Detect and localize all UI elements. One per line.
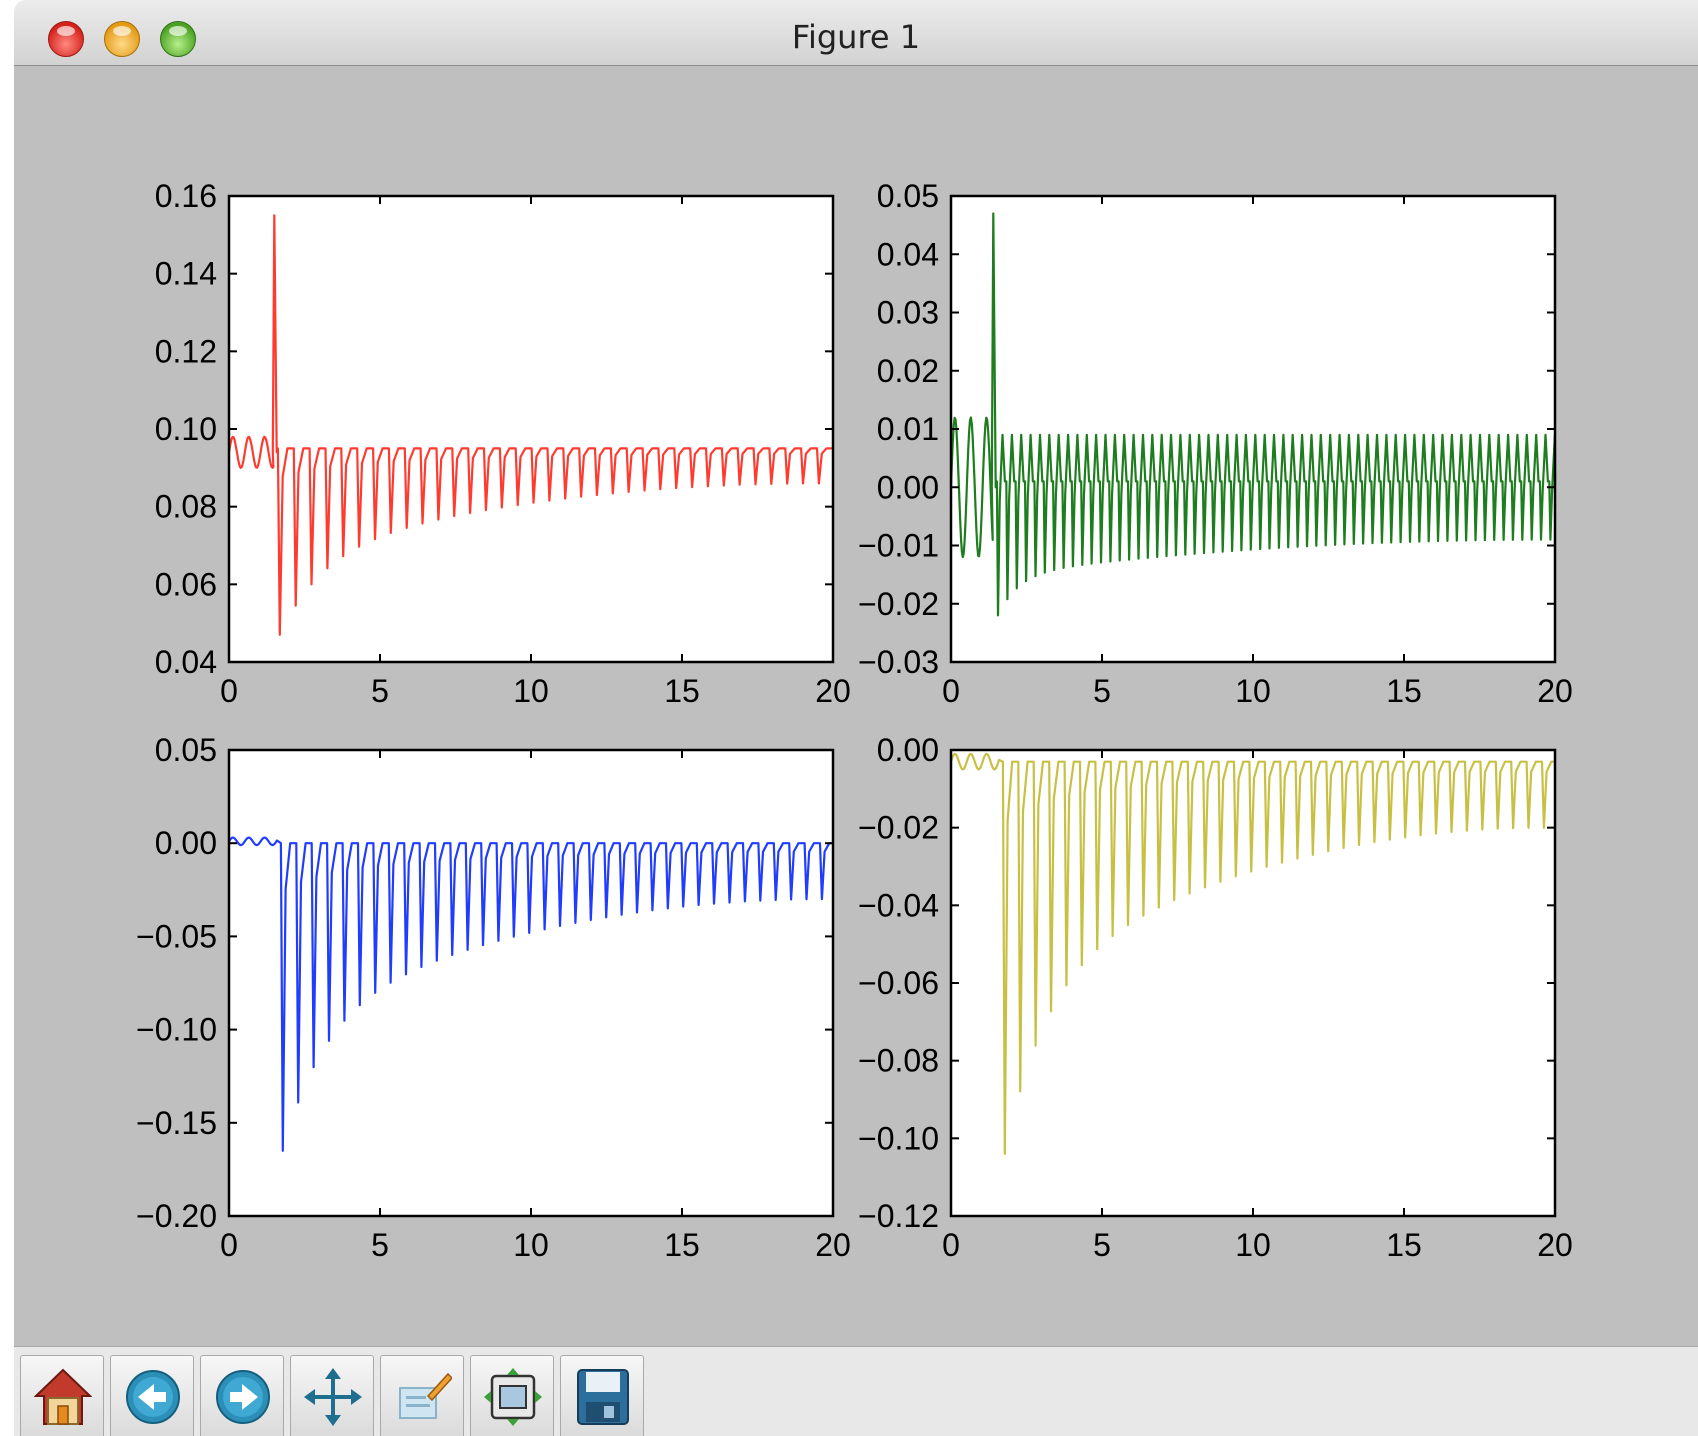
x-tick-label: 15 bbox=[1386, 1227, 1422, 1263]
x-tick-label: 20 bbox=[815, 1227, 851, 1263]
y-tick-label: 0.10 bbox=[155, 411, 217, 447]
back-arrow-icon bbox=[126, 1370, 180, 1424]
y-tick-label: 0.06 bbox=[155, 566, 217, 602]
subplot-2: 0 5 10 15 20 −0.03 −0.02 −0.01 0.00 0.01 0.02 0.03 0… bbox=[858, 178, 1573, 709]
x-tick-label: 10 bbox=[513, 673, 549, 709]
y-tick-label: 0.00 bbox=[155, 825, 217, 861]
configure-subplots-button[interactable] bbox=[470, 1355, 554, 1436]
y-tick-label: 0.04 bbox=[155, 644, 217, 680]
y-tick-label: −0.02 bbox=[858, 586, 939, 622]
home-button[interactable] bbox=[20, 1355, 104, 1436]
y-tick-label: −0.03 bbox=[858, 644, 939, 680]
y-tick-label: −0.12 bbox=[858, 1198, 939, 1234]
zoom-rect-button[interactable] bbox=[380, 1355, 464, 1436]
y-tick-label: −0.01 bbox=[858, 528, 939, 564]
subplot-1: 0 5 10 15 20 0.04 0.06 0.08 0.10 0.12 0.14 0.16 bbox=[155, 178, 851, 709]
y-tick-label: −0.02 bbox=[858, 810, 939, 846]
y-tick-label: 0.05 bbox=[155, 732, 217, 768]
x-tick-label: 0 bbox=[942, 1227, 960, 1263]
axes-background bbox=[229, 196, 833, 662]
x-tick-label: 15 bbox=[664, 673, 700, 709]
y-tick-label: −0.04 bbox=[858, 887, 939, 923]
subplot-3: 0 5 10 15 20 −0.20 −0.15 −0.10 −0.05 0.00 0.05 bbox=[136, 732, 851, 1263]
series-line bbox=[949, 212, 1557, 617]
x-tick-label: 20 bbox=[815, 673, 851, 709]
zoom-rect-icon bbox=[399, 1372, 452, 1419]
y-tick-label: −0.08 bbox=[858, 1043, 939, 1079]
x-tick-label: 0 bbox=[220, 1227, 238, 1263]
series-line bbox=[949, 752, 1555, 1155]
y-tick-label: −0.10 bbox=[136, 1012, 217, 1048]
figure-canvas[interactable]: 0 5 10 15 20 0.04 0.06 0.08 0.10 0.12 0.14 0.16 0 5 10… bbox=[14, 66, 1698, 1346]
move-arrows-icon bbox=[304, 1368, 362, 1426]
forward-button[interactable] bbox=[200, 1355, 284, 1436]
y-tick-label: 0.08 bbox=[155, 489, 217, 525]
back-button[interactable] bbox=[110, 1355, 194, 1436]
axes-background bbox=[229, 750, 833, 1216]
subplots-svg: 0 5 10 15 20 0.04 0.06 0.08 0.10 0.12 0.14 0.16 0 5 10… bbox=[136, 178, 1573, 1263]
floppy-disk-icon bbox=[577, 1369, 629, 1425]
x-tick-label: 15 bbox=[664, 1227, 700, 1263]
window-title: Figure 1 bbox=[791, 18, 921, 56]
x-tick-label: 15 bbox=[1386, 673, 1422, 709]
home-icon bbox=[34, 1368, 92, 1425]
series-line bbox=[228, 836, 833, 1152]
forward-arrow-icon bbox=[216, 1370, 270, 1424]
desktop-edge bbox=[0, 0, 14, 1436]
title-bar[interactable]: Figure 1 bbox=[14, 0, 1698, 66]
x-tick-label: 0 bbox=[220, 673, 238, 709]
y-tick-label: 0.04 bbox=[877, 236, 939, 272]
y-tick-label: 0.00 bbox=[877, 732, 939, 768]
y-tick-label: −0.20 bbox=[136, 1198, 217, 1234]
y-tick-label: 0.01 bbox=[877, 411, 939, 447]
y-tick-label: 0.02 bbox=[877, 353, 939, 389]
y-tick-label: 0.00 bbox=[877, 469, 939, 505]
y-tick-label: 0.16 bbox=[155, 178, 217, 214]
y-tick-label: −0.10 bbox=[858, 1120, 939, 1156]
save-button[interactable] bbox=[560, 1355, 644, 1436]
x-tick-label: 10 bbox=[1235, 1227, 1271, 1263]
y-tick-label: −0.06 bbox=[858, 965, 939, 1001]
y-tick-label: 0.14 bbox=[155, 256, 217, 292]
series-line bbox=[227, 214, 833, 636]
navigation-toolbar bbox=[14, 1346, 1698, 1436]
x-tick-label: 20 bbox=[1537, 673, 1573, 709]
y-tick-label: 0.03 bbox=[877, 295, 939, 331]
x-tick-label: 5 bbox=[371, 1227, 389, 1263]
minimize-button[interactable] bbox=[104, 21, 140, 57]
x-tick-label: 10 bbox=[1235, 673, 1271, 709]
x-tick-label: 5 bbox=[1093, 673, 1111, 709]
zoom-button[interactable] bbox=[160, 21, 196, 57]
y-tick-label: −0.05 bbox=[136, 918, 217, 954]
x-tick-label: 0 bbox=[942, 673, 960, 709]
pan-button[interactable] bbox=[290, 1355, 374, 1436]
x-tick-label: 5 bbox=[1093, 1227, 1111, 1263]
axes-background bbox=[951, 196, 1555, 662]
y-tick-label: 0.12 bbox=[155, 333, 217, 369]
x-tick-label: 10 bbox=[513, 1227, 549, 1263]
x-tick-label: 5 bbox=[371, 673, 389, 709]
close-button[interactable] bbox=[48, 21, 84, 57]
x-tick-label: 20 bbox=[1537, 1227, 1573, 1263]
y-tick-label: 0.05 bbox=[877, 178, 939, 214]
subplot-4: 0 5 10 15 20 −0.12 −0.10 −0.08 −0.06 −0.04 −0.02 0.… bbox=[858, 732, 1573, 1263]
subplots-icon bbox=[484, 1368, 542, 1426]
y-tick-label: −0.15 bbox=[136, 1105, 217, 1141]
